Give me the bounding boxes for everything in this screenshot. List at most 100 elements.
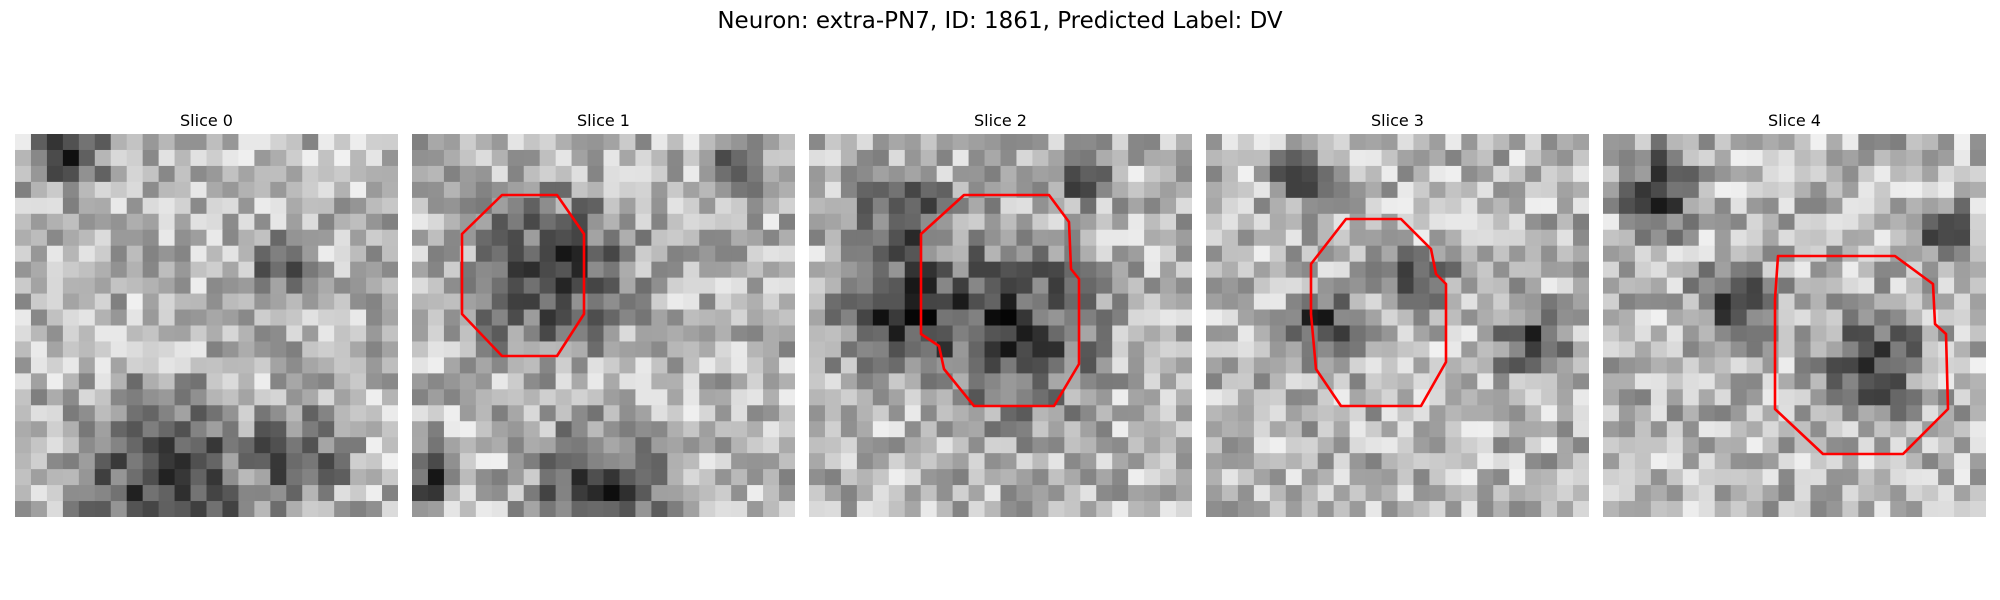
pixel-cell [747,485,764,502]
pixel-cell [1096,293,1113,311]
pixel-cell [1032,245,1049,263]
pixel-cell [78,149,96,167]
pixel-cell [491,261,509,279]
pixel-cell [683,325,700,343]
pixel-cell [334,293,351,311]
pixel-cell [412,437,429,454]
pixel-cell [779,437,795,454]
pixel-cell [747,165,764,183]
pixel-cell [1954,149,1971,167]
pixel-cell [270,341,287,359]
pixel-cell [206,501,224,517]
pixel-cell [747,245,764,263]
pixel-cell [1285,181,1303,199]
pixel-cell [619,357,637,374]
pixel-cell [110,501,128,517]
pixel-cell [1493,165,1510,183]
pixel-cell [1285,197,1303,215]
pixel-cell [1080,181,1097,199]
pixel-cell [46,277,64,295]
pixel-cell [158,389,176,406]
pixel-cell [731,213,748,231]
pixel-cell [1000,453,1018,470]
pixel-cell [699,277,716,295]
pixel-cell [1301,229,1319,247]
pixel-cell [174,357,192,374]
pixel-cell [1461,293,1478,311]
pixel-cell [1112,261,1129,279]
pixel-cell [1906,469,1923,486]
pixel-cell [1874,453,1891,470]
pixel-cell [1048,421,1065,438]
pixel-cell [254,134,271,151]
pixel-cell [78,405,96,422]
pixel-cell [1493,373,1510,390]
pixel-cell [1509,485,1526,502]
pixel-cell [270,469,287,486]
pixel-cell [779,261,795,279]
pixel-cell [1509,134,1526,151]
pixel-cell [1970,213,1986,231]
pixel-cell [350,341,367,359]
pixel-cell [302,149,319,167]
pixel-cell [46,405,64,422]
pixel-cell [94,469,112,486]
pixel-cell [1730,293,1748,311]
pixel-cell [158,485,176,502]
pixel-cell [1317,309,1335,327]
pixel-cell [1237,341,1255,359]
pixel-cell [1253,389,1271,406]
pixel-cell [427,341,445,359]
pixel-cell [779,277,795,295]
pixel-cell [158,293,176,311]
pixel-cell [1206,309,1223,327]
pixel-cell [1206,277,1223,295]
pixel-cell [1128,373,1145,390]
pixel-cell [30,213,48,231]
pixel-cell [238,229,255,247]
pixel-cell [507,309,525,327]
pixel-cell [382,181,398,199]
pixel-cell [1650,229,1668,247]
pixel-cell [443,245,461,263]
pixel-cell [1365,485,1383,502]
pixel-cell [1413,389,1431,406]
pixel-cell [731,197,748,215]
pixel-cell [30,134,48,151]
pixel-cell [587,165,605,183]
pixel-cell [1525,325,1542,343]
pixel-cell [824,453,842,470]
pixel-cell [238,277,255,295]
pixel-cell [523,485,541,502]
pixel-cell [1906,181,1923,199]
pixel-cell [412,373,429,390]
pixel-cell [1413,485,1431,502]
pixel-cell [1634,389,1652,406]
pixel-cell [412,325,429,343]
pixel-cell [1954,134,1971,151]
pixel-cell [1906,134,1923,151]
pixel-cell [920,405,938,422]
pixel-cell [1461,325,1478,343]
pixel-cell [1477,293,1494,311]
pixel-cell [1826,293,1843,311]
pixel-cell [1938,453,1955,470]
pixel-cell [1746,453,1764,470]
pixel-cell [1413,134,1431,151]
pixel-cell [984,437,1002,454]
pixel-cell [1253,469,1271,486]
pixel-cell [1413,165,1431,183]
pixel-cell [1349,197,1367,215]
pixel-cell [286,469,303,486]
pixel-cell [1253,293,1271,311]
pixel-cell [1890,453,1907,470]
pixel-cell [1890,149,1907,167]
pixel-cell [1445,373,1462,390]
pixel-cell [1682,277,1700,295]
pixel-cell [699,197,716,215]
pixel-cell [1618,277,1636,295]
pixel-cell [824,309,842,327]
pixel-cell [427,501,445,517]
pixel-cell [491,213,509,231]
pixel-cell [1160,485,1177,502]
